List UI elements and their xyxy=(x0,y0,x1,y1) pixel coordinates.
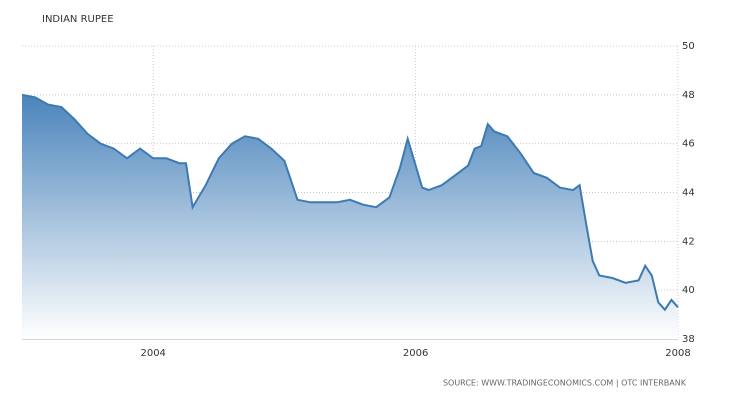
line xyxy=(21,93,679,312)
y-tick-label: 40 xyxy=(682,285,695,296)
x-tick-label: 2006 xyxy=(403,348,428,359)
y-tick-label: 46 xyxy=(682,139,695,150)
chart-title: INDIAN RUPEE xyxy=(42,14,114,25)
source-note: SOURCE: WWW.TRADINGECONOMICS.COM | OTC I… xyxy=(443,379,687,388)
y-tick-label: 42 xyxy=(682,236,695,247)
y-tick-label: 38 xyxy=(682,334,695,345)
x-tick-label: 2008 xyxy=(665,348,690,359)
y-tick-label: 50 xyxy=(682,41,695,52)
y-tick-label: 44 xyxy=(682,188,695,199)
x-tick-label: 2004 xyxy=(140,348,165,359)
area-fill xyxy=(22,94,678,339)
y-tick-label: 48 xyxy=(682,90,695,101)
